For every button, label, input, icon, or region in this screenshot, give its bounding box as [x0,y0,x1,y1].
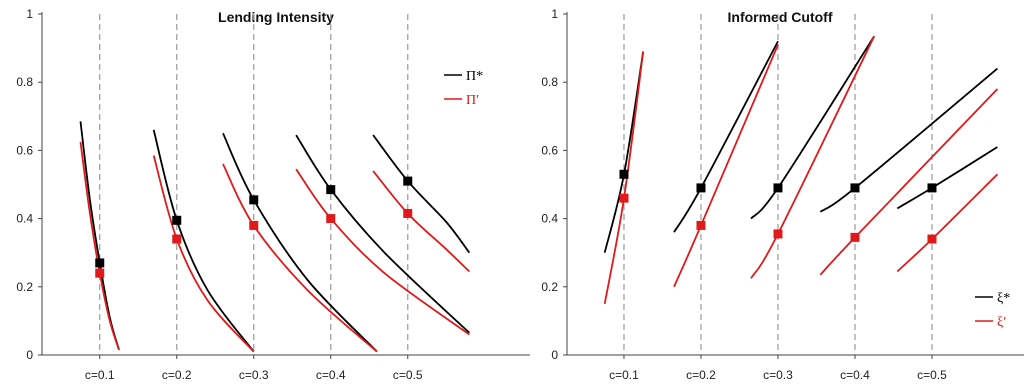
x-tick-label: c=0.1 [85,368,115,382]
y-tick-label: 0.8 [16,75,33,89]
legend-label: ξ* [997,291,1010,306]
x-tick-label: c=0.2 [162,368,192,382]
series-black-curve [372,134,471,254]
legend: Π* Π′ [444,69,483,108]
series-red-curve [673,44,779,288]
series-black-curve [603,51,645,253]
y-tick-label: 1 [551,7,558,21]
series-black-marker [850,183,860,193]
series-black-marker [326,185,336,195]
legend-label: Π′ [466,93,479,108]
series-red-curve [222,163,378,353]
y-tick-label: 0.6 [541,143,558,157]
y-tick-label: 0.4 [16,212,33,226]
legend: ξ* ξ′ [975,291,1010,330]
series-red-marker [172,234,182,244]
x-tick-label: c=0.2 [686,368,716,382]
legend-label: Π* [466,69,483,84]
series-black-marker [773,183,783,193]
series-red-curve [295,168,470,336]
series-red-curve [152,155,255,353]
series-red-curve [372,170,470,273]
y-tick-label: 1 [26,7,33,21]
x-tick-label: c=0.1 [609,368,639,382]
chart-title: Informed Cutoff [728,9,833,25]
series-red-marker [95,268,105,278]
y-tick-label: 0.2 [16,280,33,294]
series-red-marker [403,208,413,218]
series-black-curve [673,40,779,233]
series-red-marker [927,234,937,244]
y-tick-label: 0 [26,348,33,362]
x-tick-label: c=0.5 [393,368,423,382]
x-tick-label: c=0.4 [840,368,870,382]
lending-intensity-chart: Lending Intensity 0 0.2 0.4 0.6 0.8 1 c=0.1 c=0… [16,7,530,382]
x-tick-label: c=0.3 [239,368,269,382]
series-black-marker [696,183,706,193]
series-black-marker [249,195,259,205]
series-black-marker [95,258,105,268]
series-red-marker [696,220,706,230]
series-red-marker [773,229,783,239]
x-tick-label: c=0.4 [316,368,346,382]
y-tick-label: 0 [551,348,558,362]
series-red-marker [850,232,860,242]
x-tick-label: c=0.5 [917,368,947,382]
series-black-curve [222,132,378,353]
legend-label: ξ′ [997,315,1006,330]
series-red-marker [249,220,259,230]
series-red-marker [326,214,336,224]
series-red-curve [750,35,876,279]
x-tick-label: c=0.3 [763,368,793,382]
series-red-marker [619,193,629,203]
series-black-curve [295,134,470,334]
series-black-marker [619,169,629,179]
series-red-curve [819,88,999,276]
series-black-curve [152,129,255,353]
y-tick-label: 0.4 [541,212,558,226]
series-black-marker [403,176,413,186]
series-black-curve [750,35,875,220]
series-black-marker [927,183,937,193]
y-tick-label: 0.8 [541,75,558,89]
series-black-marker [172,215,182,225]
informed-cutoff-chart: Informed Cutoff 0 0.2 0.4 0.6 0.8 1 c=0.1 c=0.2… [541,7,1024,382]
y-tick-label: 0.2 [541,280,558,294]
chart-title: Lending Intensity [218,9,334,25]
series-red-curve [896,173,999,273]
y-tick-label: 0.6 [16,143,33,157]
series-black-curve [819,67,998,213]
